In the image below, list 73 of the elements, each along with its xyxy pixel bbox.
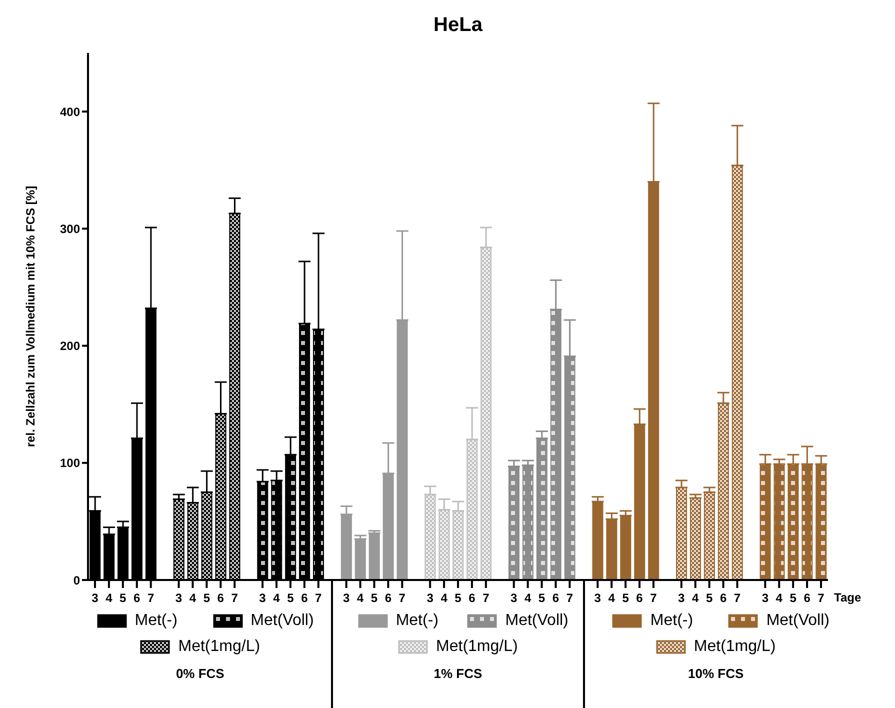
x-tick-label: 5 xyxy=(622,591,630,605)
x-tick-label: 4 xyxy=(608,591,616,605)
x-tick-label: 4 xyxy=(692,591,700,605)
bar xyxy=(368,532,380,580)
bar xyxy=(774,464,785,580)
x-tick-label: 5 xyxy=(370,591,378,605)
y-tick-label: 200 xyxy=(60,339,80,354)
y-tick-label: 100 xyxy=(60,456,80,470)
x-tick-label: 6 xyxy=(552,591,560,605)
y-tick-label: 400 xyxy=(60,104,80,119)
x-tick-label: 3 xyxy=(426,591,434,605)
x-tick-label: 7 xyxy=(818,591,825,605)
x-tick-label: 6 xyxy=(217,591,224,605)
x-tick-label: 4 xyxy=(189,591,196,605)
x-tick-label: 7 xyxy=(398,591,406,605)
x-tick-label: 3 xyxy=(510,591,518,605)
x-tick-label: 6 xyxy=(804,591,811,605)
legend-label: Met(1mg/L) xyxy=(436,638,518,656)
legend-label: Met(-) xyxy=(396,612,438,630)
x-tick-label: 5 xyxy=(790,591,797,605)
x-tick-label: 7 xyxy=(147,591,154,605)
y-tick-label: 0 xyxy=(73,573,80,588)
x-tick-label: 3 xyxy=(594,591,602,605)
x-tick-label: 7 xyxy=(315,591,322,605)
y-tick-label: 300 xyxy=(60,222,80,236)
legend-label: Met(-) xyxy=(134,612,178,630)
x-tick-label: 5 xyxy=(287,591,294,605)
x-tick-label: 4 xyxy=(524,591,532,605)
x-tick-label: 7 xyxy=(650,591,658,605)
legend-label: Met(Voll) xyxy=(250,612,314,630)
x-tick-label: 5 xyxy=(454,591,462,605)
x-tick-label: 6 xyxy=(384,591,392,605)
x-tick-label: 3 xyxy=(259,591,266,605)
legend-label: Met(-) xyxy=(650,612,694,630)
x-tick-label: 5 xyxy=(120,591,127,605)
x-tick-label: 4 xyxy=(106,591,113,605)
x-tick-label: 3 xyxy=(342,591,350,605)
bar xyxy=(354,538,366,580)
x-axis-title: Tage xyxy=(834,590,862,604)
x-tick-label: 3 xyxy=(175,591,182,605)
x-tick-label: 7 xyxy=(482,591,490,605)
x-tick-label: 6 xyxy=(134,591,141,605)
x-tick-label: 3 xyxy=(762,591,769,605)
x-tick-label: 4 xyxy=(440,591,448,605)
x-tick-label: 4 xyxy=(273,591,280,605)
x-tick-label: 5 xyxy=(203,591,210,605)
legend-label: Met(Voll) xyxy=(505,612,568,630)
legend-label: Met(Voll) xyxy=(766,612,830,630)
x-tick-label: 5 xyxy=(538,591,546,605)
bar xyxy=(522,464,534,580)
x-tick-label: 4 xyxy=(776,591,783,605)
bar xyxy=(592,501,604,580)
x-tick-label: 3 xyxy=(678,591,686,605)
legend-label: Met(1mg/L) xyxy=(694,638,776,656)
x-tick-label: 7 xyxy=(566,591,574,605)
x-tick-label: 7 xyxy=(231,591,238,605)
x-tick-label: 4 xyxy=(356,591,364,605)
bar xyxy=(620,515,632,580)
text: 0% FCS xyxy=(174,666,226,681)
x-tick-label: 3 xyxy=(92,591,99,605)
y-axis-title: rel. Zellzahl zum Vollmedium mit 10% FCS [%] xyxy=(23,186,38,448)
x-tick-label: 6 xyxy=(301,591,308,605)
bar xyxy=(704,492,715,580)
x-tick-label: 6 xyxy=(468,591,476,605)
text: 1% FCS xyxy=(432,666,484,681)
x-tick-label: 6 xyxy=(636,591,644,605)
chart-title: HeLa xyxy=(432,14,484,37)
x-tick-label: 5 xyxy=(706,591,713,605)
legend-label: Met(1mg/L) xyxy=(178,638,260,656)
bar xyxy=(690,498,701,580)
x-tick-label: 6 xyxy=(720,591,727,605)
text: 10% FCS xyxy=(687,666,745,681)
x-tick-label: 7 xyxy=(734,591,741,605)
